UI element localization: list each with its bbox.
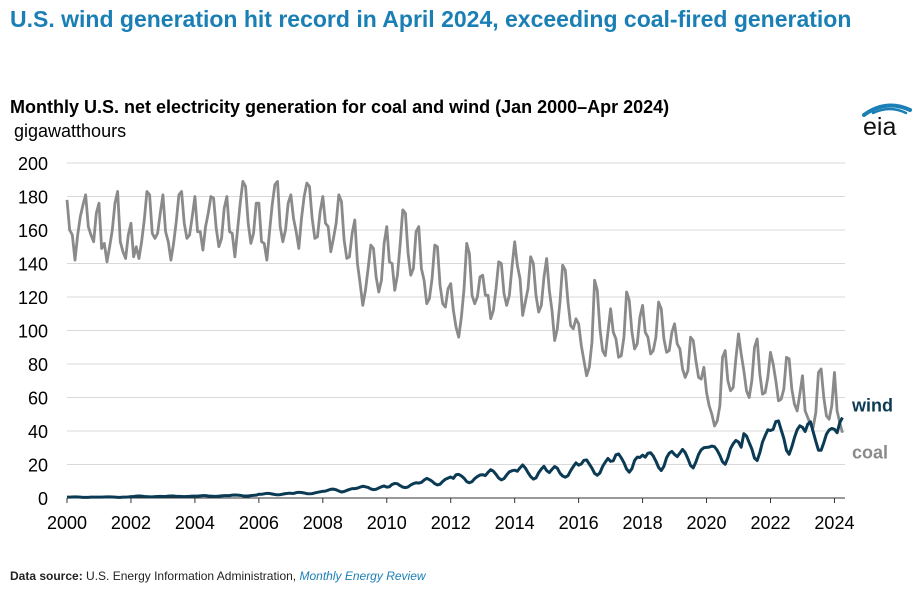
x-tick-label: 2016 (559, 513, 599, 533)
y-tick-label: 0 (38, 489, 48, 509)
x-tick-label: 2008 (303, 513, 343, 533)
y-tick-label: 160 (18, 221, 48, 241)
series-lines (65, 180, 844, 499)
wind-series-label: wind (851, 396, 893, 416)
x-tick-label: 2018 (623, 513, 663, 533)
x-axis-ticks: 2000 2002 2004 2006 2008 2010 2012 2014 2016 2018… (47, 497, 854, 533)
y-tick-label: 180 (18, 188, 48, 208)
source-label: Data source: (10, 569, 83, 583)
y-tick-label: 60 (28, 389, 48, 409)
y-tick-label: 140 (18, 255, 48, 275)
coal-series-label: coal (852, 443, 888, 463)
source-publication-link[interactable]: Monthly Energy Review (299, 569, 426, 583)
chart-title: Monthly U.S. net electricity generation … (10, 97, 670, 117)
y-tick-label: 200 (18, 154, 48, 174)
series-labels: coal wind (851, 396, 893, 463)
x-tick-label: 2014 (495, 513, 535, 533)
x-tick-label: 2012 (431, 513, 471, 533)
wind-series-line (67, 416, 844, 499)
x-tick-label: 2006 (239, 513, 279, 533)
x-tick-label: 2010 (367, 513, 407, 533)
y-axis-unit-label: gigawatthours (14, 121, 127, 141)
gridlines (67, 162, 845, 465)
x-tick-label: 2004 (175, 513, 215, 533)
x-tick-label: 2000 (47, 513, 87, 533)
eia-logo: eia (862, 103, 912, 140)
data-source: Data source: U.S. Energy Information Adm… (10, 569, 426, 583)
y-tick-label: 80 (28, 355, 48, 375)
source-text: U.S. Energy Information Administration, (86, 569, 297, 583)
y-tick-label: 100 (18, 322, 48, 342)
coal-series-line (65, 180, 844, 434)
svg-text:eia: eia (863, 113, 896, 140)
y-axis-ticks: 0 20 40 60 80 100 120 140 160 180 200 (18, 154, 48, 509)
x-tick-label: 2022 (750, 513, 790, 533)
y-tick-label: 40 (28, 422, 48, 442)
x-tick-label: 2024 (814, 513, 854, 533)
headline: U.S. wind generation hit record in April… (10, 6, 852, 32)
y-tick-label: 20 (28, 456, 48, 476)
x-tick-label: 2020 (687, 513, 727, 533)
y-tick-label: 120 (18, 288, 48, 308)
x-tick-label: 2002 (111, 513, 151, 533)
